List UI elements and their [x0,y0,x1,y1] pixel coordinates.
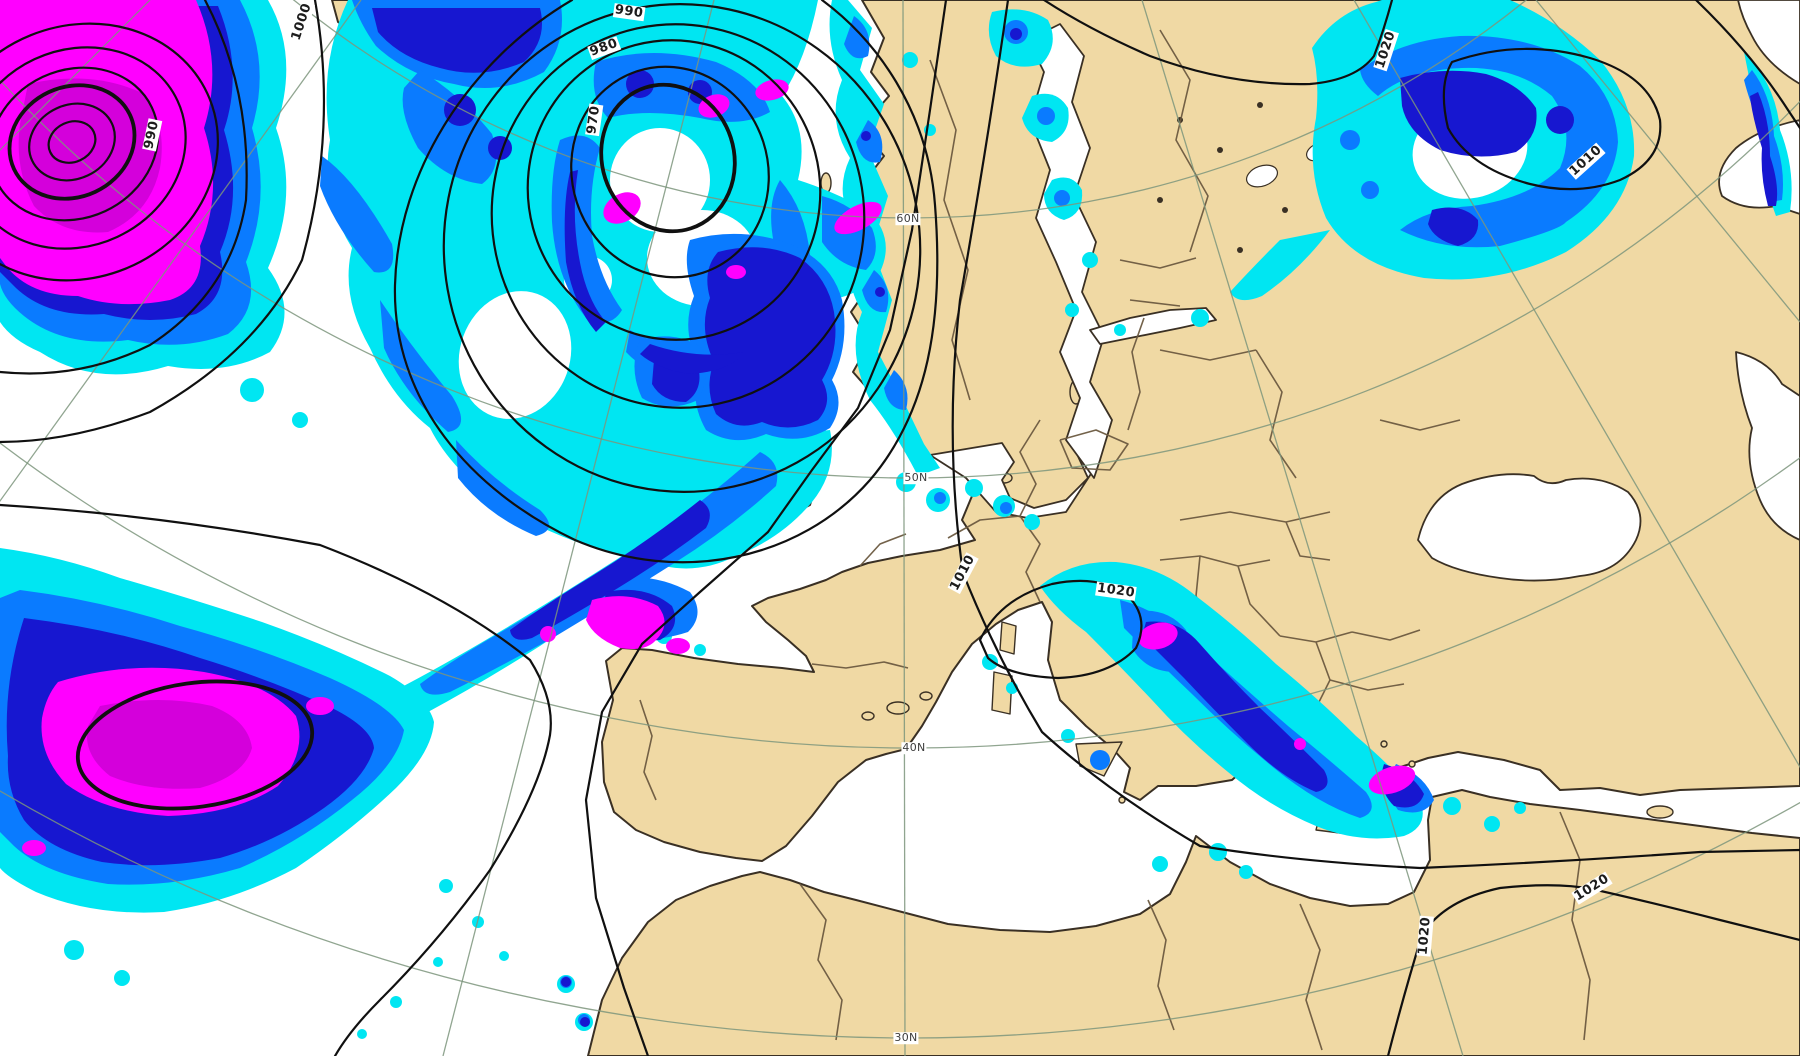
meridian [442,0,715,1056]
latitude-label-50n: 50N [903,471,929,485]
latitude-label-60n: 60N [895,212,921,226]
meridian [1141,0,1464,1056]
sea-barents-corner [1737,0,1800,85]
isobar-1020-scandinavia [1042,0,1394,86]
island-menorca [919,691,933,701]
lake-ladoga [1245,164,1279,188]
isobar-1020-alps [978,579,1143,680]
meridian [1353,0,1800,769]
low-northwest-corner [0,0,326,444]
meridian [902,0,906,1056]
precip-intense-shapes [0,0,1416,856]
latitude-label-40n: 40N [901,741,927,755]
sea-baltic-straits [929,429,1101,519]
isobar-northeast-arc [1694,0,1800,130]
meridian [0,0,362,503]
low-southwest [0,503,552,1056]
island-sardinia [991,671,1013,715]
isobar-1010-russia [1442,47,1662,191]
sea-caspian-edge [1735,351,1800,541]
isobar-1010-europe [951,0,1800,870]
island-mallorca [886,701,910,715]
meridian [1535,0,1800,323]
island-corsica [999,621,1017,655]
country-borders [639,29,1591,1051]
island-cyprus [1646,805,1674,819]
isobar-1020-africa [1386,884,1800,1056]
sea-black [1417,473,1642,582]
latitude-label-30n: 30N [893,1031,919,1045]
landmass-africa [587,789,1800,1056]
island-ibiza [861,711,875,721]
